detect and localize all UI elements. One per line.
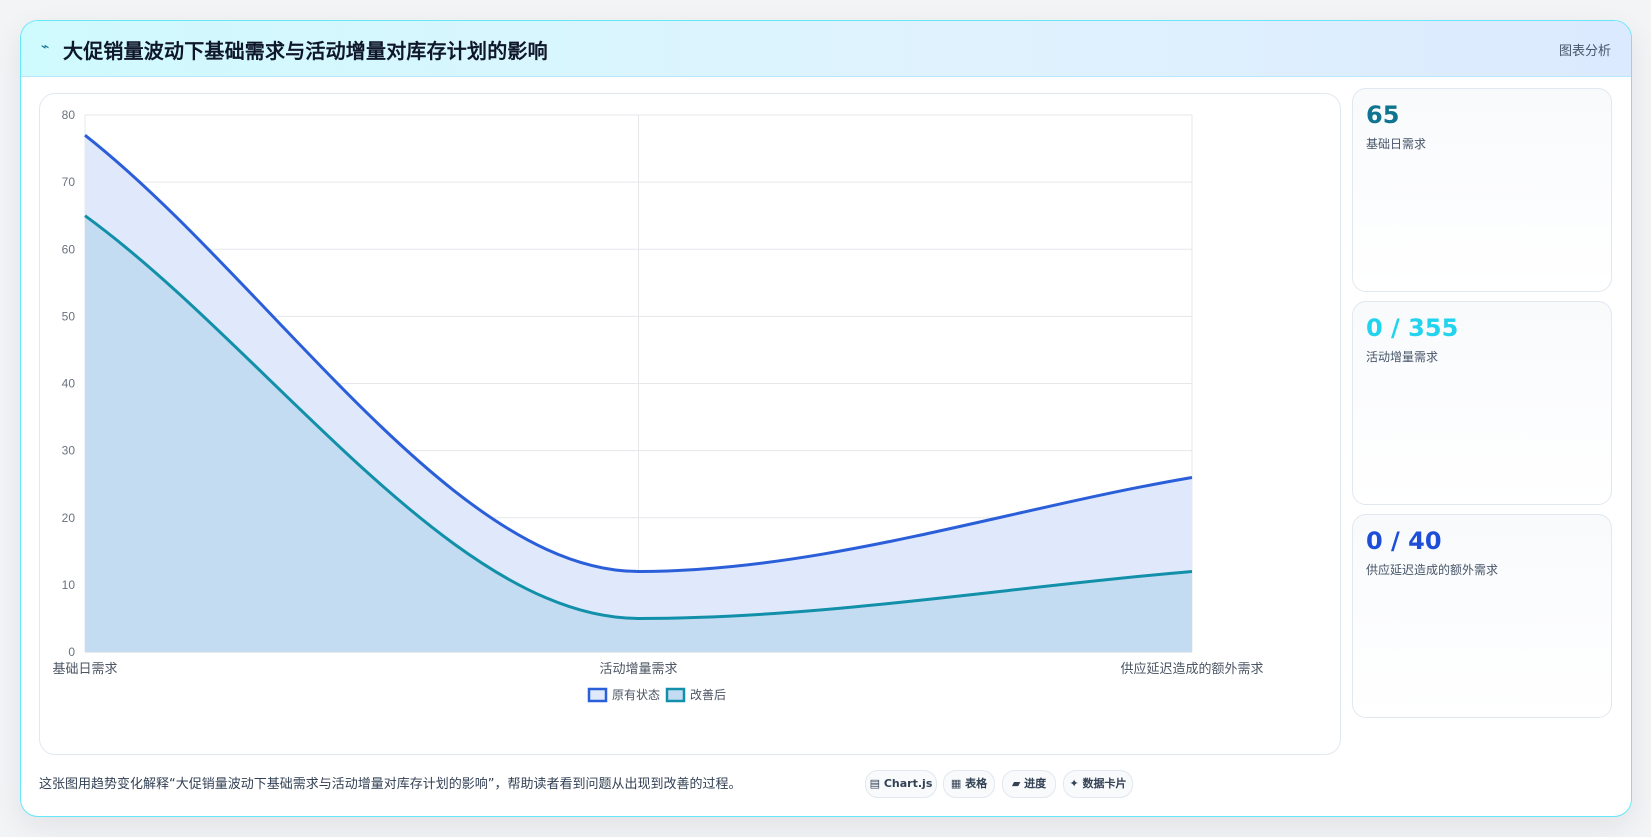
kpi-card-promo-demand: 0 / 355 活动增量需求 xyxy=(1352,301,1612,505)
tag-label: 数据卡片 xyxy=(1082,777,1127,790)
x-tick-label: 基础日需求 xyxy=(52,661,117,676)
y-tick-label: 60 xyxy=(62,242,76,256)
trend-icon: ⌁ xyxy=(41,39,50,55)
series-area xyxy=(85,215,1192,652)
dashboard-card: ⌁ 大促销量波动下基础需求与活动增量对库存计划的影响 图表分析 0 10 20 30 4… xyxy=(20,20,1632,817)
kpi-label: 供应延迟造成的额外需求 xyxy=(1366,563,1499,577)
y-tick-label: 10 xyxy=(62,578,76,592)
tag-table[interactable]: ▦ 表格 xyxy=(943,770,995,798)
table-icon: ▦ xyxy=(950,777,962,790)
legend-label: 改善后 xyxy=(690,687,726,702)
legend-swatch xyxy=(665,687,686,703)
y-tick-label: 70 xyxy=(62,175,76,189)
kpi-card-base-demand: 65 基础日需求 xyxy=(1352,88,1612,292)
y-tick-label: 30 xyxy=(62,444,76,458)
kpi-label: 基础日需求 xyxy=(1366,137,1427,151)
y-tick-label: 40 xyxy=(62,377,76,391)
legend: 原有状态 改善后 xyxy=(587,687,726,703)
x-tick-label: 供应延迟造成的额外需求 xyxy=(1120,661,1263,676)
series-areas xyxy=(85,135,1192,652)
tag-label: 表格 xyxy=(965,777,988,790)
sparkle-icon: ✦ xyxy=(1069,777,1079,790)
series-line xyxy=(84,133,1193,573)
chart-caption: 这张图用趋势变化解释“大促销量波动下基础需求与活动增量对库存计划的影响”，帮助读… xyxy=(39,777,742,792)
page-title: 大促销量波动下基础需求与活动增量对库存计划的影响 xyxy=(63,39,548,63)
chart-panel: 0 10 20 30 40 50 60 70 80 基础日需求 活动增量需求 供应延迟造成的额外需求 … xyxy=(39,93,1341,755)
progress-icon: ▰ xyxy=(1011,777,1021,790)
series-lines xyxy=(84,133,1193,620)
chart-icon: ▤ xyxy=(869,777,881,790)
legend-swatch xyxy=(587,687,608,703)
x-tick-label: 活动增量需求 xyxy=(599,661,677,676)
kpi-value: 0 / 40 xyxy=(1366,527,1442,555)
y-tick-label: 80 xyxy=(62,108,76,122)
tag-label: Chart.js xyxy=(883,777,933,790)
series-line xyxy=(84,214,1193,620)
chart-type-badge: 图表分析 xyxy=(1558,44,1611,59)
kpi-value: 0 / 355 xyxy=(1366,314,1459,342)
card-header: ⌁ 大促销量波动下基础需求与活动增量对库存计划的影响 图表分析 xyxy=(21,21,1631,77)
tag-label: 进度 xyxy=(1024,777,1047,790)
kpi-value: 65 xyxy=(1366,101,1400,129)
axis-labels: 0 10 20 30 40 50 60 70 80 基础日需求 活动增量需求 供应延迟造成的额外需求 xyxy=(52,108,1263,676)
kpi-card-delay-demand: 0 / 40 供应延迟造成的额外需求 xyxy=(1352,514,1612,718)
legend-label: 原有状态 xyxy=(612,688,660,702)
y-tick-label: 20 xyxy=(62,511,76,525)
y-tick-label: 0 xyxy=(68,645,75,659)
tag-progress[interactable]: ▰ 进度 xyxy=(1002,770,1056,798)
kpi-label: 活动增量需求 xyxy=(1366,350,1439,364)
tag-chartjs[interactable]: ▤ Chart.js xyxy=(865,770,937,798)
y-tick-label: 50 xyxy=(62,309,76,323)
tag-data-cards[interactable]: ✦ 数据卡片 xyxy=(1063,770,1133,798)
